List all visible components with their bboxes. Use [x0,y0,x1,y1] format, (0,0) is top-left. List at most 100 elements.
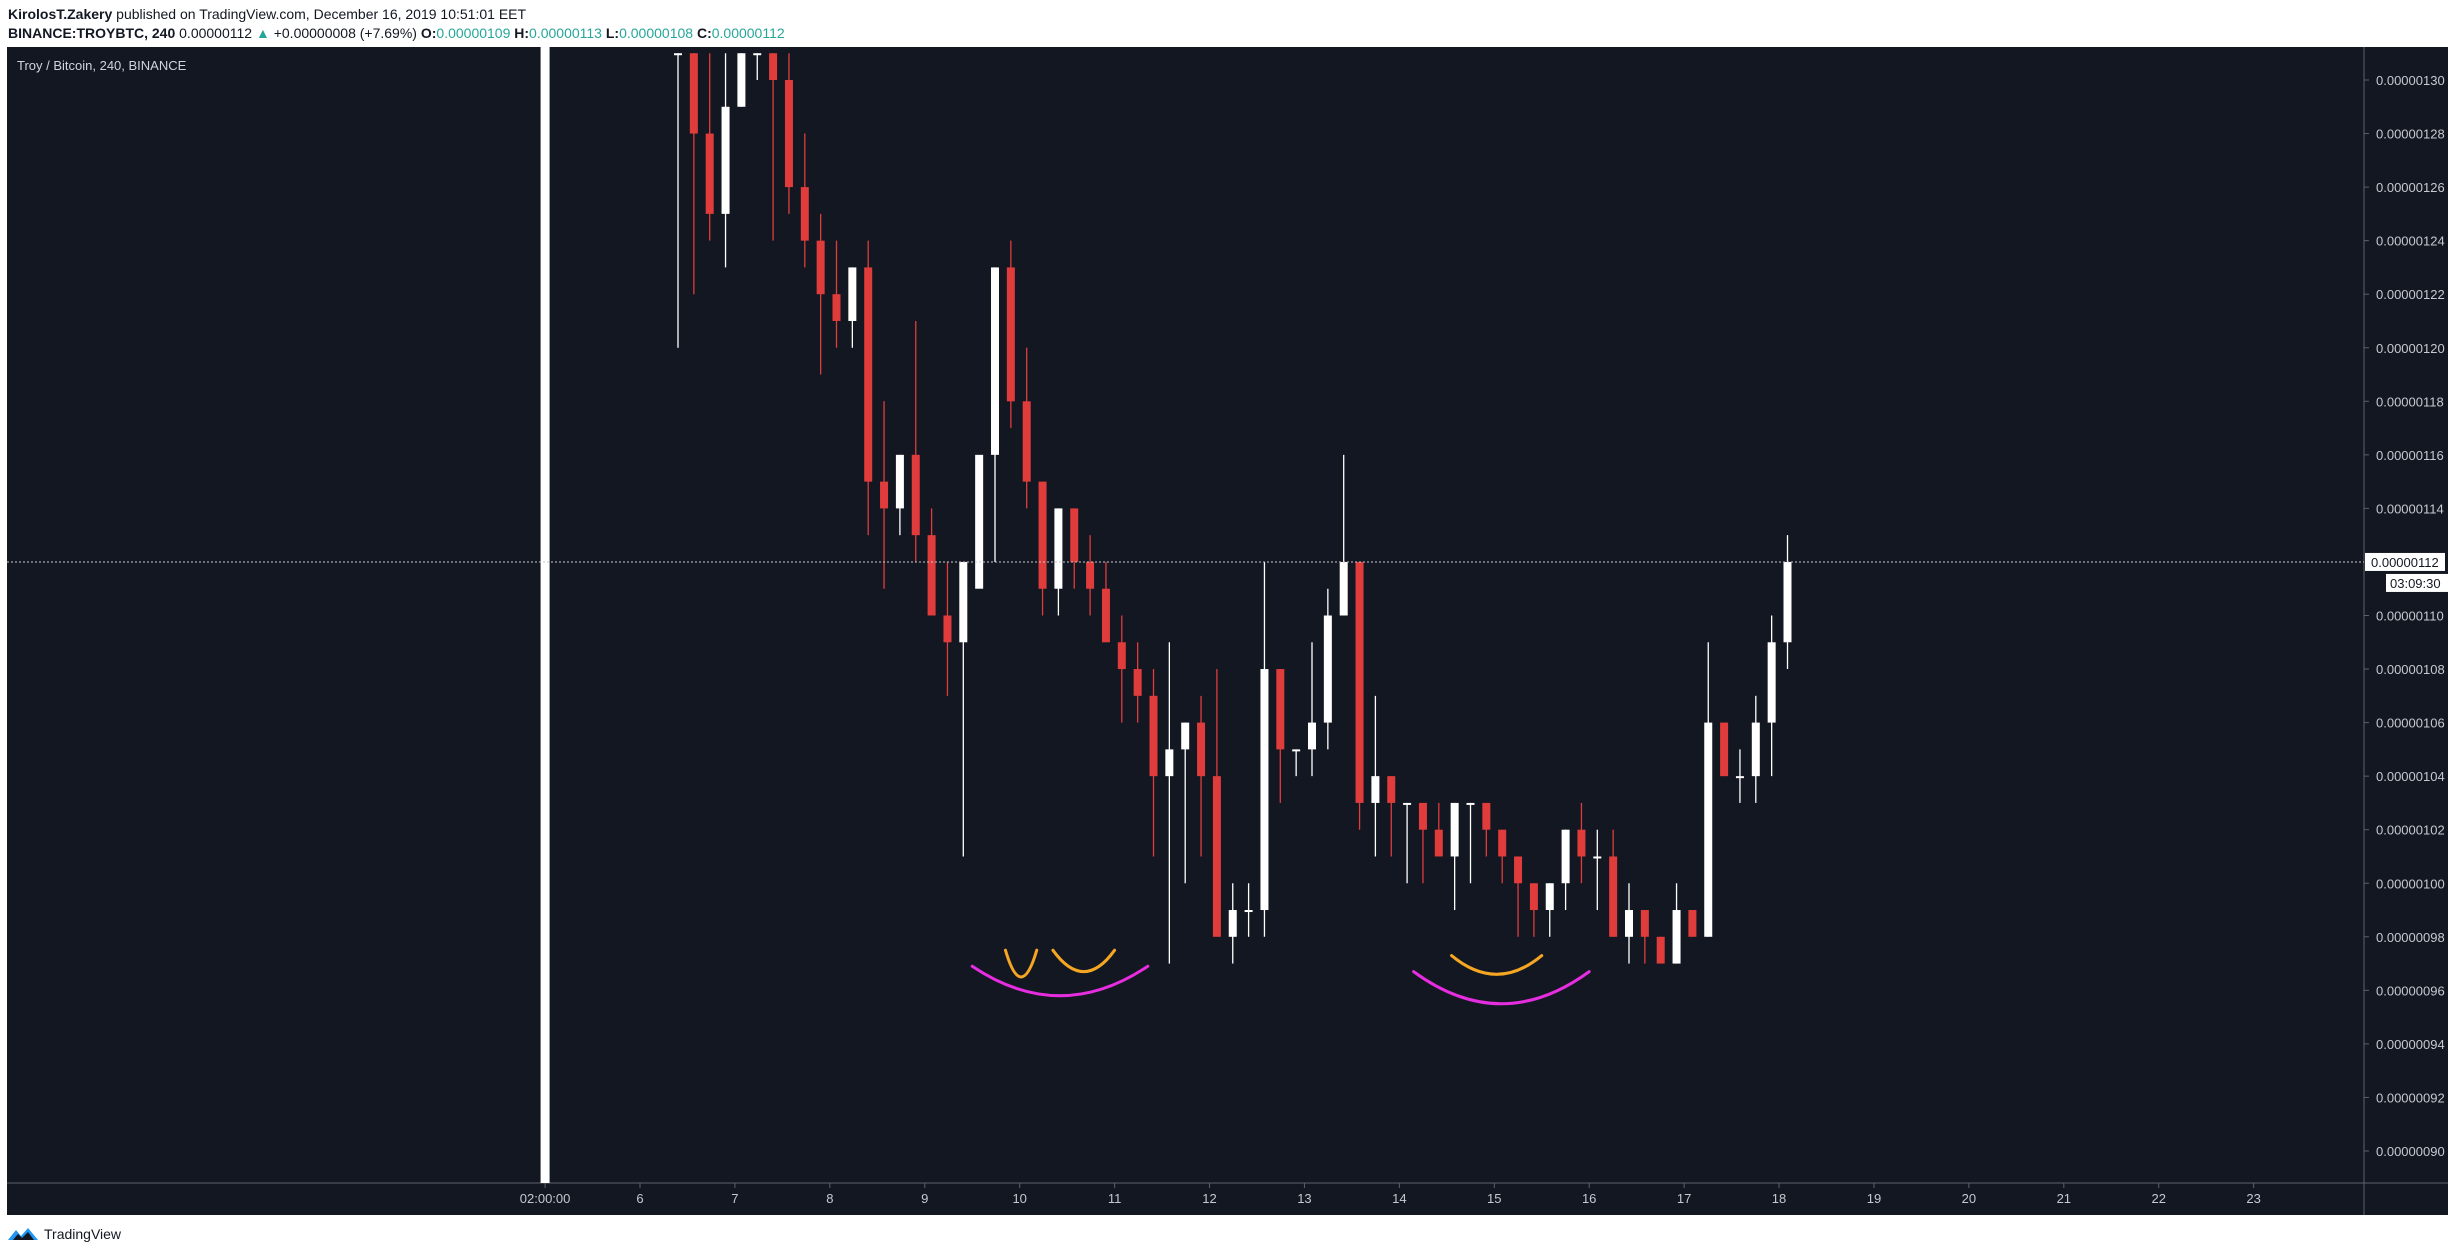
time-tick-label: 23 [2246,1191,2260,1206]
candle-body [880,481,889,509]
candle-body [1244,910,1253,913]
candle-body [1688,910,1697,937]
candle-body [1086,561,1095,589]
time-tick-label: 21 [2057,1191,2071,1206]
last-price: 0.00000112 [179,25,253,41]
candle-body [1450,802,1459,857]
close-value: 0.00000112 [711,25,785,41]
candle-body [1276,669,1285,750]
candle-body [1482,802,1491,830]
candle-body [1561,829,1570,884]
candle-body [689,53,698,134]
author-name[interactable]: KirolosT.Zakery [8,6,113,22]
candle-body [911,454,920,536]
candle-body [1720,722,1729,777]
price-tick-label: 0.00000108 [2376,662,2445,677]
candle-body [1228,910,1237,937]
time-tick-label: 17 [1677,1191,1691,1206]
time-tick-label: 6 [636,1191,643,1206]
current-price-label: 0.00000112 [2371,555,2439,570]
candle-body [1387,776,1396,803]
open-label: O: [420,25,437,41]
candle-body [737,53,746,107]
candle-body [943,615,952,643]
candle-body [721,106,730,214]
footer: TradingView [0,1215,2459,1254]
candle-body [1545,883,1554,911]
price-tick-label: 0.00000106 [2376,716,2445,731]
orange-arc-annotation [1450,954,1544,976]
candle-body [1260,669,1269,911]
candle-body [705,133,714,214]
candle-body [927,535,936,616]
candle-body [1767,642,1776,723]
candle-body [1577,829,1586,857]
orange-arc-annotation [1003,948,1039,979]
price-tick-label: 0.00000120 [2376,341,2445,356]
chart-header: KirolosT.Zakery published on TradingView… [0,0,2459,46]
annotations-group [970,948,1591,1006]
chart-background [7,47,2448,1215]
candle-body [1403,802,1412,805]
time-tick-label: 7 [731,1191,738,1206]
time-tick-label: 10 [1012,1191,1026,1206]
candle-body [674,53,682,56]
current-price-line-group: 0.00000112 03:09:30 [7,552,2448,592]
symbol-info: BINANCE:TROYBTC, 240 0.00000112 ▲ +0.000… [8,25,785,41]
price-tick-label: 0.00000128 [2376,127,2445,142]
price-tick-label: 0.00000126 [2376,180,2445,195]
price-tick-label: 0.00000098 [2376,930,2445,945]
candle-body [1371,776,1380,803]
price-tick-label: 0.00000094 [2376,1037,2445,1052]
price-change: +0.00000008 (+7.69%) [273,25,417,41]
candle-body [1181,722,1190,750]
time-axis[interactable]: 02:00:00 6 7 8 9 10 11 12 13 14 15 16 17 18 19 20 21 22 23 [520,1183,2261,1206]
countdown-tag [2386,573,2448,592]
price-tick-label: 0.00000090 [2376,1144,2445,1159]
candle-body [1355,561,1364,803]
time-tick-label: 14 [1392,1191,1406,1206]
price-tick-label: 0.00000116 [2376,448,2444,463]
high-value: 0.00000113 [529,25,602,41]
published-text: published on TradingView.com, December 1… [116,6,527,22]
price-tick-label: 0.00000118 [2376,394,2444,409]
close-label: C: [696,25,712,41]
candle-body [816,240,825,295]
current-price-tag [2365,552,2445,571]
high-label: H: [514,25,530,41]
candle-body [975,454,984,589]
candle-body [1022,401,1031,482]
price-tick-label: 0.00000124 [2376,234,2445,249]
price-tick-label: 0.00000102 [2376,823,2445,838]
price-axis[interactable]: 0.00000130 0.00000128 0.00000126 0.00000124… [2364,73,2445,1159]
session-separator [540,47,550,1183]
candle-body [1101,588,1110,643]
candle-body [1783,561,1792,643]
candle-body [1117,642,1126,670]
price-tick-label: 0.00000100 [2376,876,2445,891]
candle-body [1656,936,1665,964]
time-tick-label: 13 [1297,1191,1311,1206]
candles-group [674,53,1792,964]
chart-area[interactable]: 0.00000112 03:09:30 0.00000130 0.00000128 0… [7,47,2448,1215]
candle-body [1418,802,1427,830]
magenta-arc-annotation [970,964,1150,998]
low-label: L: [605,25,620,41]
orange-arc-annotation [1051,948,1117,974]
open-value: 0.00000109 [436,25,511,41]
candle-body [1054,508,1063,589]
candle-body [991,267,999,455]
candle-body [1466,802,1475,805]
time-tick-label: 20 [1962,1191,1976,1206]
candle-body [1323,615,1332,723]
candle-body [1212,776,1221,937]
tradingview-logo[interactable]: TradingView [8,1226,121,1242]
time-tick-label: 19 [1867,1191,1881,1206]
price-tick-label: 0.00000096 [2376,983,2445,998]
candle-body [959,561,968,643]
symbol-name: BINANCE:TROYBTC, 240 [8,25,176,41]
candle-body [832,294,841,321]
candle-body [1149,695,1158,777]
candle-body [800,187,809,241]
